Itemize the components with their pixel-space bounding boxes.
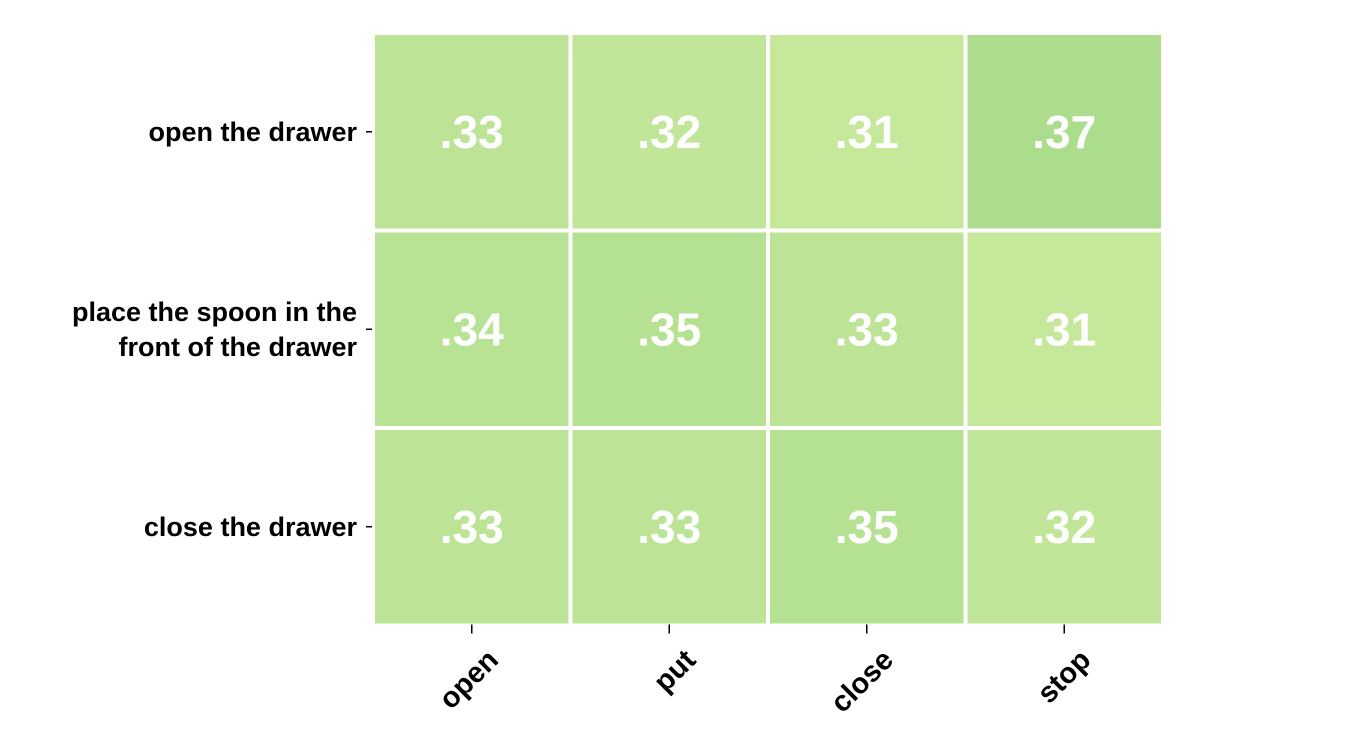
heatmap-cell	[967, 35, 1161, 229]
cell-value-label: .33	[440, 501, 504, 553]
heatmap-cell	[770, 35, 964, 229]
heatmap-cell	[770, 430, 964, 624]
cell-value-label: .33	[637, 501, 701, 553]
heatmap-cell	[967, 232, 1161, 426]
cell-value-label: .35	[637, 303, 701, 355]
cell-value-label: .32	[1032, 501, 1096, 553]
cell-value-label: .31	[1032, 303, 1096, 355]
heatmap-cell	[572, 232, 766, 426]
row-label: place the spoon in the front of the drawe…	[72, 297, 358, 362]
cell-value-label: .33	[440, 106, 504, 158]
cell-value-label: .35	[835, 501, 899, 553]
heatmap-cell	[770, 232, 964, 426]
column-label: put	[648, 644, 703, 699]
column-labels: open put close stop	[433, 644, 1097, 719]
cell-value-label: .34	[440, 303, 504, 355]
row-labels: open the drawer place the spoon in the fro…	[72, 117, 358, 542]
heatmap-cell	[375, 232, 569, 426]
heatmap-cell	[572, 430, 766, 624]
row-label: close the drawer	[144, 512, 358, 542]
heatmap-cell	[967, 430, 1161, 624]
cell-value-label: .31	[835, 106, 899, 158]
cell-value-label: .37	[1032, 106, 1096, 158]
column-label: stop	[1031, 644, 1097, 710]
column-label: open	[433, 644, 505, 716]
column-label: close	[825, 644, 900, 719]
row-label: open the drawer	[148, 117, 357, 147]
heatmap-cell	[375, 35, 569, 229]
cell-value-label: .32	[637, 106, 701, 158]
heatmap-cells: .33 .32 .31 .37 .34 .35 .33 .31 .33 .33 .35 .32	[375, 35, 1161, 624]
axis-ticks	[366, 131, 1065, 634]
heatmap-cell	[572, 35, 766, 229]
cell-value-label: .33	[835, 303, 899, 355]
heatmap-cell	[375, 430, 569, 624]
